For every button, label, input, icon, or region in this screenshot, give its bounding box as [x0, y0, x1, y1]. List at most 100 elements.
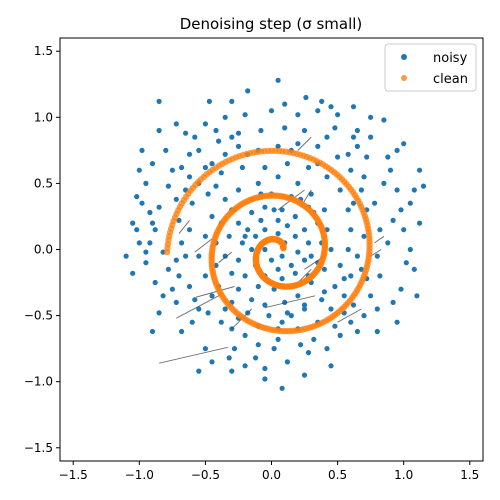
noisy-point: [414, 293, 420, 299]
noisy-point: [231, 346, 238, 352]
denoise-arrow: [178, 220, 190, 234]
noisy-point: [189, 319, 195, 325]
noisy-point: [332, 125, 338, 131]
noisy-point: [169, 167, 175, 173]
denoise-arrow: [264, 295, 316, 309]
noisy-point: [319, 297, 325, 303]
noisy-point: [354, 253, 360, 259]
noisy-point: [321, 207, 327, 213]
noisy-point: [390, 299, 396, 305]
noisy-point: [350, 104, 357, 110]
noisy-point: [253, 355, 259, 361]
noisy-point: [163, 147, 169, 153]
noisy-point: [288, 262, 294, 268]
noisy-point: [305, 164, 312, 171]
noisy-point: [374, 328, 380, 335]
noisy-point: [337, 262, 343, 268]
noisy-point: [288, 313, 294, 319]
noisy-point: [354, 328, 360, 335]
x-tick-label: 0.5: [328, 468, 347, 482]
y-tick-label: −1.5: [24, 441, 53, 455]
axes-frame: [60, 38, 483, 461]
denoise-arrow: [196, 286, 235, 298]
noisy-point: [301, 306, 308, 312]
noisy-point: [350, 200, 357, 206]
noisy-point: [149, 161, 156, 167]
noisy-point: [328, 104, 334, 110]
noisy-point: [186, 151, 193, 157]
noisy-point: [179, 164, 185, 171]
noisy-point: [242, 332, 248, 338]
legend-label-clean: clean: [433, 72, 468, 87]
noisy-point: [411, 187, 417, 193]
clean-point: [163, 248, 171, 256]
noisy-point: [255, 180, 261, 186]
noisy-point: [350, 134, 357, 140]
noisy-point: [235, 286, 242, 292]
denoise-arrow: [218, 251, 233, 264]
noisy-point: [282, 101, 288, 107]
noisy-point: [275, 77, 281, 83]
noisy-point: [368, 134, 374, 140]
noisy-point: [189, 200, 195, 206]
noisy-point: [295, 180, 301, 186]
noisy-point: [275, 143, 281, 149]
noisy-point: [292, 213, 298, 220]
noisy-point: [411, 266, 417, 272]
noisy-point: [377, 227, 383, 233]
noisy-point: [354, 143, 360, 149]
noisy-point: [218, 170, 224, 176]
legend-marker-noisy: [401, 54, 407, 60]
noisy-point: [222, 114, 228, 120]
noisy-point: [345, 207, 351, 213]
noisy-point: [249, 297, 255, 303]
noisy-point: [242, 273, 248, 279]
noisy-point: [361, 313, 367, 319]
noisy-point: [332, 283, 338, 290]
noisy-point: [417, 220, 423, 226]
noisy-point: [235, 257, 242, 263]
noisy-point: [295, 141, 301, 147]
noisy-point: [226, 355, 232, 361]
noisy-point: [292, 233, 298, 239]
noisy-point: [136, 167, 142, 173]
noisy-point: [249, 246, 255, 253]
noisy-point: [279, 276, 285, 282]
noisy-point: [149, 220, 156, 226]
noisy-point: [279, 385, 285, 391]
denoise-arrow: [194, 238, 213, 253]
noisy-point: [321, 289, 327, 295]
y-tick-label: 1.5: [34, 44, 53, 58]
noisy-point: [147, 209, 153, 216]
noisy-point: [173, 121, 179, 127]
noisy-point: [262, 365, 268, 372]
noisy-point: [262, 164, 268, 171]
noisy-point: [298, 342, 304, 348]
noisy-point: [275, 266, 281, 272]
noisy-point: [420, 183, 427, 189]
noisy-point: [245, 227, 251, 233]
noisy-point: [321, 266, 327, 272]
noisy-point: [173, 257, 179, 263]
noisy-point: [417, 167, 423, 173]
noisy-point: [179, 328, 185, 335]
noisy-point: [348, 167, 354, 173]
noisy-point: [258, 127, 264, 134]
noisy-point: [301, 127, 308, 134]
noisy-point: [222, 253, 228, 259]
noisy-point: [337, 332, 343, 338]
noisy-point: [394, 319, 400, 325]
x-tick-label: −1.0: [125, 468, 154, 482]
noisy-point: [301, 302, 308, 308]
noisy-point: [165, 266, 171, 272]
noisy-point: [136, 240, 142, 246]
noisy-point: [361, 233, 367, 239]
noisy-point: [332, 323, 338, 329]
noisy-point: [295, 249, 301, 255]
noisy-point: [156, 204, 162, 210]
noisy-point: [374, 306, 380, 312]
noisy-point: [202, 121, 208, 127]
noisy-point: [196, 147, 202, 153]
noisy-point: [348, 227, 354, 233]
noisy-point: [282, 125, 288, 131]
